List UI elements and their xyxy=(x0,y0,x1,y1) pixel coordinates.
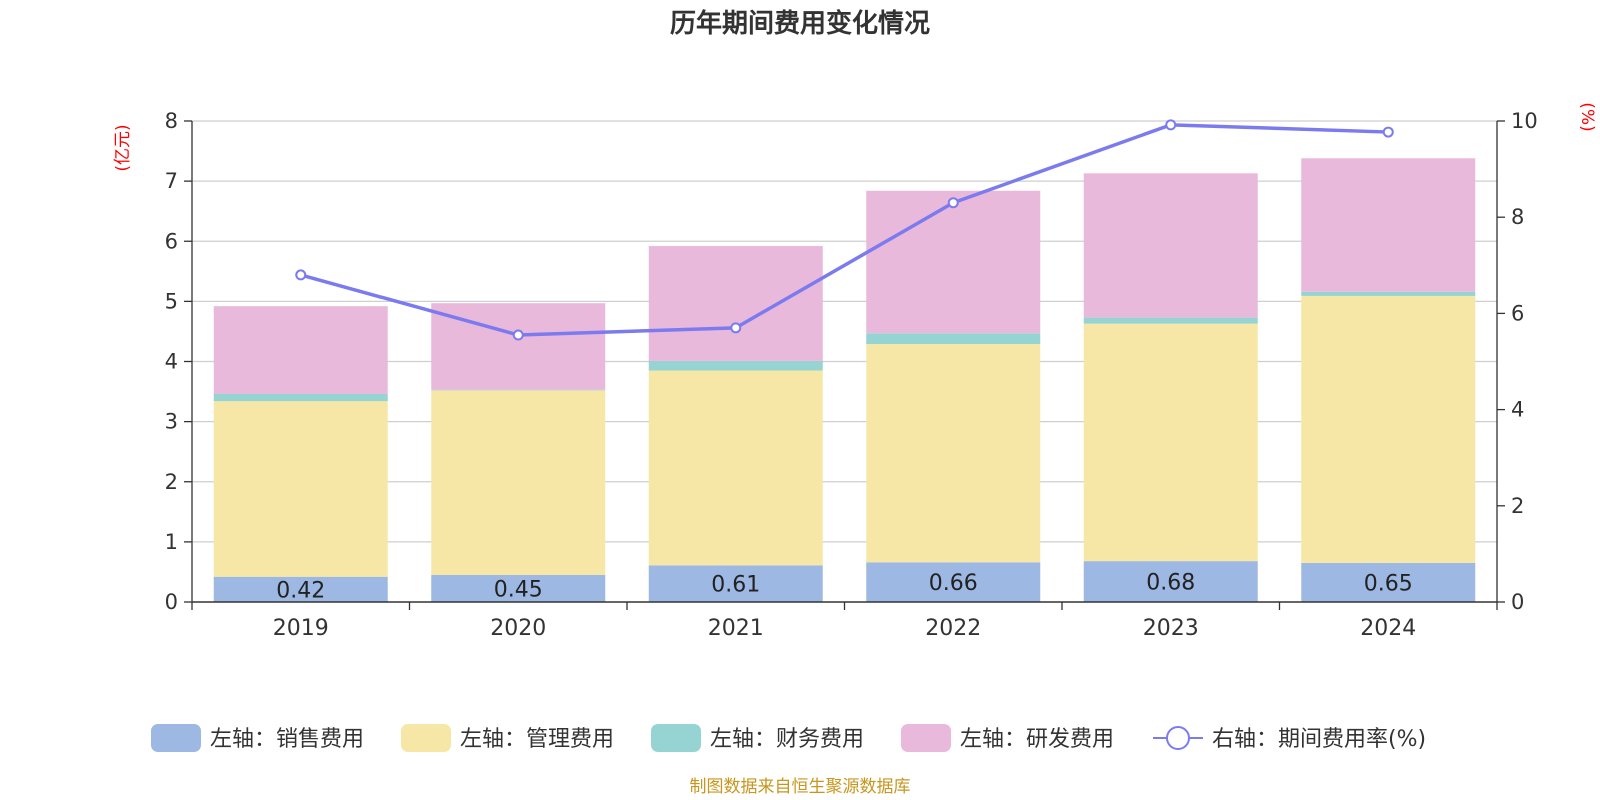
bar-segment xyxy=(213,401,388,577)
bar-value-label: 0.65 xyxy=(1364,571,1413,596)
bar-segment xyxy=(431,390,606,575)
left-axis-tick-label: 5 xyxy=(165,289,178,313)
bar-segment xyxy=(866,562,1041,602)
bar-value-label: 0.68 xyxy=(1146,571,1195,596)
data-source: 制图数据来自恒生聚源数据库 xyxy=(690,777,911,797)
left-axis-tick-label: 2 xyxy=(165,470,178,494)
x-axis-tick-label: 2022 xyxy=(925,616,981,641)
bar-segment xyxy=(1301,295,1476,563)
bar-segment xyxy=(866,333,1041,345)
bar-segment xyxy=(1301,158,1476,292)
left-axis-tick-label: 0 xyxy=(165,590,178,614)
bar-segment xyxy=(1083,317,1258,324)
grid-lines xyxy=(192,120,1497,543)
legend-swatch xyxy=(401,724,451,752)
rate-line-point xyxy=(512,329,524,341)
right-axis-tick-label: 8 xyxy=(1511,205,1524,229)
left-axis-tick-label: 1 xyxy=(165,530,178,554)
legend: 左轴：销售费用 左轴：管理费用 左轴：财务费用 左轴：研发费用 右轴：期间费用率(%) xyxy=(151,724,1426,752)
legend-label: 右轴：期间费用率(%) xyxy=(1212,727,1426,752)
rate-line xyxy=(295,119,1394,341)
rate-line-point xyxy=(1382,126,1394,138)
bar-segment xyxy=(866,190,1041,334)
chart-title: 历年期间费用变化情况 xyxy=(670,8,930,39)
x-axis-tick-label: 2020 xyxy=(490,616,546,641)
legend-marker xyxy=(1166,726,1190,750)
bars: 0.42 0.45 0.61 0.66 0.68 0.65 xyxy=(213,158,1476,603)
left-axis-tick-label: 4 xyxy=(165,350,178,374)
legend-swatch xyxy=(151,724,201,752)
bar-segment xyxy=(648,565,823,602)
rate-line-point xyxy=(1165,119,1177,131)
bar-segment xyxy=(1083,323,1258,562)
bar-value-label: 0.45 xyxy=(494,577,543,602)
bar-value-label: 0.66 xyxy=(929,571,978,596)
bar-segment xyxy=(213,393,388,402)
left-axis-tick-label: 8 xyxy=(165,109,178,133)
rate-line-path xyxy=(300,123,1389,337)
right-axis-unit: (%) xyxy=(1577,102,1597,131)
rate-line-point xyxy=(947,197,959,209)
legend-label: 左轴：销售费用 xyxy=(210,727,364,752)
bar-segment xyxy=(431,303,606,390)
left-axis-tick-label: 3 xyxy=(165,410,178,434)
left-axis-tick-label: 6 xyxy=(165,229,178,253)
left-axis-tick-label: 7 xyxy=(165,169,178,193)
bar-segment xyxy=(1083,561,1258,602)
rate-line-point xyxy=(730,322,742,334)
bar-segment xyxy=(648,360,823,371)
bar-segment xyxy=(1301,562,1476,602)
rate-line-point xyxy=(295,269,307,281)
right-axis-tick-label: 0 xyxy=(1511,590,1524,614)
bar-segment xyxy=(866,344,1041,563)
x-axis-tick-label: 2021 xyxy=(708,616,764,641)
legend-swatch xyxy=(651,724,701,752)
bar-value-label: 0.61 xyxy=(711,573,760,598)
bar-segment xyxy=(648,246,823,361)
right-axis-tick-label: 6 xyxy=(1511,301,1524,325)
bar-segment xyxy=(431,389,606,391)
x-axis-tick-label: 2019 xyxy=(273,616,329,641)
bar-segment xyxy=(648,370,823,566)
legend-label: 左轴：管理费用 xyxy=(460,727,614,752)
legend-swatch xyxy=(901,724,951,752)
bar-segment xyxy=(213,306,388,394)
right-axis-tick-label: 4 xyxy=(1511,398,1524,422)
bar-segment xyxy=(1083,173,1258,318)
bar-segment xyxy=(213,576,388,602)
axes: 0 1 2 3 4 5 6 7 8 0 2 4 6 8 10 2019 2020 2021 2022 2023 2024 xyxy=(165,109,1538,641)
bar-segment xyxy=(1301,291,1476,296)
bar-segment xyxy=(431,574,606,602)
legend-label: 左轴：研发费用 xyxy=(960,727,1114,752)
left-axis-unit: (亿元) xyxy=(113,124,133,171)
right-axis-tick-label: 2 xyxy=(1511,494,1524,518)
x-axis-tick-label: 2023 xyxy=(1143,616,1199,641)
bar-value-label: 0.42 xyxy=(276,578,325,603)
legend-label: 左轴：财务费用 xyxy=(710,727,864,752)
right-axis-tick-label: 10 xyxy=(1511,109,1538,133)
x-axis-tick-label: 2024 xyxy=(1360,616,1416,641)
